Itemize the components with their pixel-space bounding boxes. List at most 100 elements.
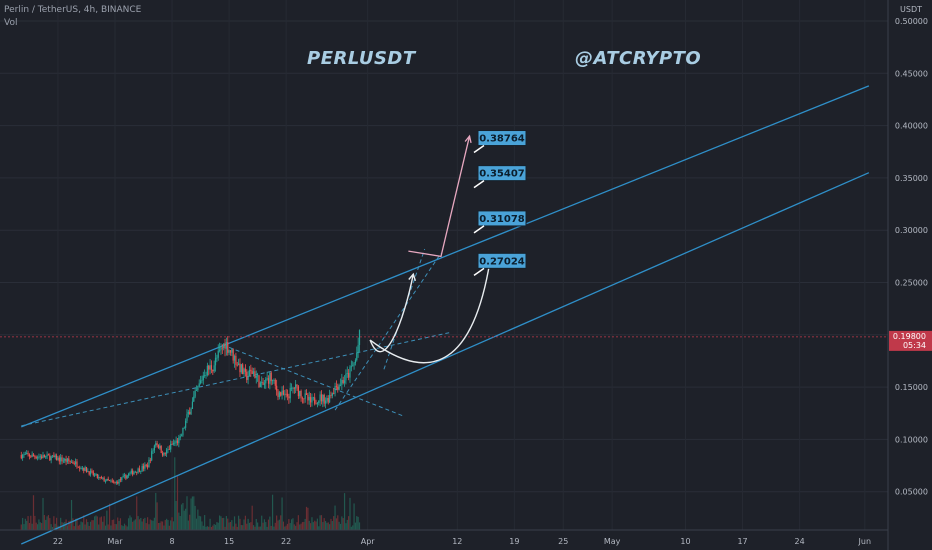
volume-bar — [269, 516, 271, 530]
y-tick-label: 0.10000 — [895, 435, 928, 444]
candle-body — [157, 445, 160, 449]
candle-body — [38, 456, 40, 458]
volume-bar — [153, 517, 155, 530]
candle-body — [311, 397, 313, 403]
candle-body — [132, 470, 134, 475]
candle-body — [155, 443, 157, 446]
volume-bar — [304, 518, 306, 530]
candle-body — [191, 401, 194, 409]
volume-bar — [252, 525, 255, 530]
volume-bar — [79, 524, 81, 530]
volume-bar — [356, 516, 358, 530]
volume-bar — [198, 515, 200, 530]
volume-bar — [216, 522, 218, 530]
candle-body — [259, 382, 261, 388]
candle-body — [159, 445, 161, 449]
candle-body — [179, 436, 181, 438]
volume-bar — [299, 524, 301, 530]
volume-bar — [123, 523, 126, 530]
volume-bar — [69, 520, 71, 530]
candle-body — [119, 479, 122, 481]
candle-body — [28, 454, 31, 457]
volume-bar — [83, 515, 85, 530]
candle-body — [349, 366, 351, 378]
volume-bar — [190, 498, 192, 530]
volume-bar — [218, 515, 221, 530]
candle-body — [225, 342, 227, 349]
candle-body — [295, 384, 297, 389]
x-tick-label: 22 — [53, 537, 63, 546]
candle-body — [276, 385, 278, 391]
candle-body — [55, 455, 58, 461]
candle-body — [189, 411, 191, 415]
volume-bar — [106, 510, 108, 530]
candle-body — [142, 466, 145, 469]
candle-body — [293, 387, 295, 389]
candle-body — [269, 372, 271, 384]
volume-bar — [242, 525, 244, 530]
target-box — [477, 130, 527, 147]
candle-body — [198, 383, 200, 387]
volume-bar — [312, 522, 314, 530]
volume-bar — [266, 526, 268, 530]
candle-body — [87, 471, 89, 473]
volume-bar — [297, 515, 299, 530]
x-tick-label: May — [604, 537, 621, 546]
candle-body — [102, 477, 104, 479]
candle-body — [172, 443, 175, 445]
volume-bar — [88, 525, 90, 530]
symbol-title: Perlin / TetherUS, 4h, BINANCE — [4, 5, 142, 15]
candle-body — [104, 481, 107, 482]
candle-body — [197, 386, 199, 391]
volume-bar — [147, 517, 149, 530]
volume-bar — [353, 503, 355, 530]
volume-bar — [327, 522, 329, 530]
volume-bar — [87, 522, 89, 530]
candle-body — [352, 365, 354, 367]
candle-body — [88, 471, 90, 475]
volume-bar — [349, 497, 351, 530]
candle-body — [161, 453, 164, 456]
candle-body — [186, 414, 188, 421]
volume-bar — [259, 526, 261, 530]
candle-body — [339, 384, 342, 386]
volume-bar — [337, 515, 339, 530]
candle-body — [180, 435, 183, 437]
candle-body — [153, 445, 155, 451]
candle-body — [277, 390, 279, 398]
candle-body — [79, 467, 81, 469]
volume-bar — [246, 523, 248, 530]
candle-body — [345, 373, 347, 381]
volume-bar — [144, 517, 146, 530]
volume-bar — [118, 520, 120, 530]
target-pointer — [473, 180, 485, 189]
candle-body — [193, 396, 195, 402]
candle-body — [64, 459, 66, 461]
candle-body — [46, 454, 48, 457]
candle-body — [141, 466, 143, 472]
volume-bar — [91, 520, 93, 530]
candle-body — [73, 463, 75, 465]
candle-body — [323, 394, 325, 404]
volume-bar — [95, 515, 97, 530]
volume-bar — [194, 505, 196, 530]
volume-bar — [53, 516, 55, 530]
volume-bar — [267, 519, 270, 530]
dashed-trendline — [21, 332, 450, 427]
volume-bar — [197, 509, 199, 530]
candle-body — [209, 365, 211, 370]
volume-bar — [130, 517, 132, 530]
volume-bar — [308, 520, 310, 530]
candle-body — [353, 363, 355, 366]
volume-bar — [157, 522, 160, 530]
candle-body — [115, 481, 117, 483]
volume-bar — [76, 518, 78, 530]
candle-body — [247, 376, 249, 380]
volume-bar — [311, 517, 313, 530]
volume-bar — [320, 515, 323, 530]
candle-body — [69, 460, 71, 462]
candle-body — [308, 396, 310, 401]
volume-bar — [126, 526, 128, 530]
volume-bar — [324, 521, 327, 530]
